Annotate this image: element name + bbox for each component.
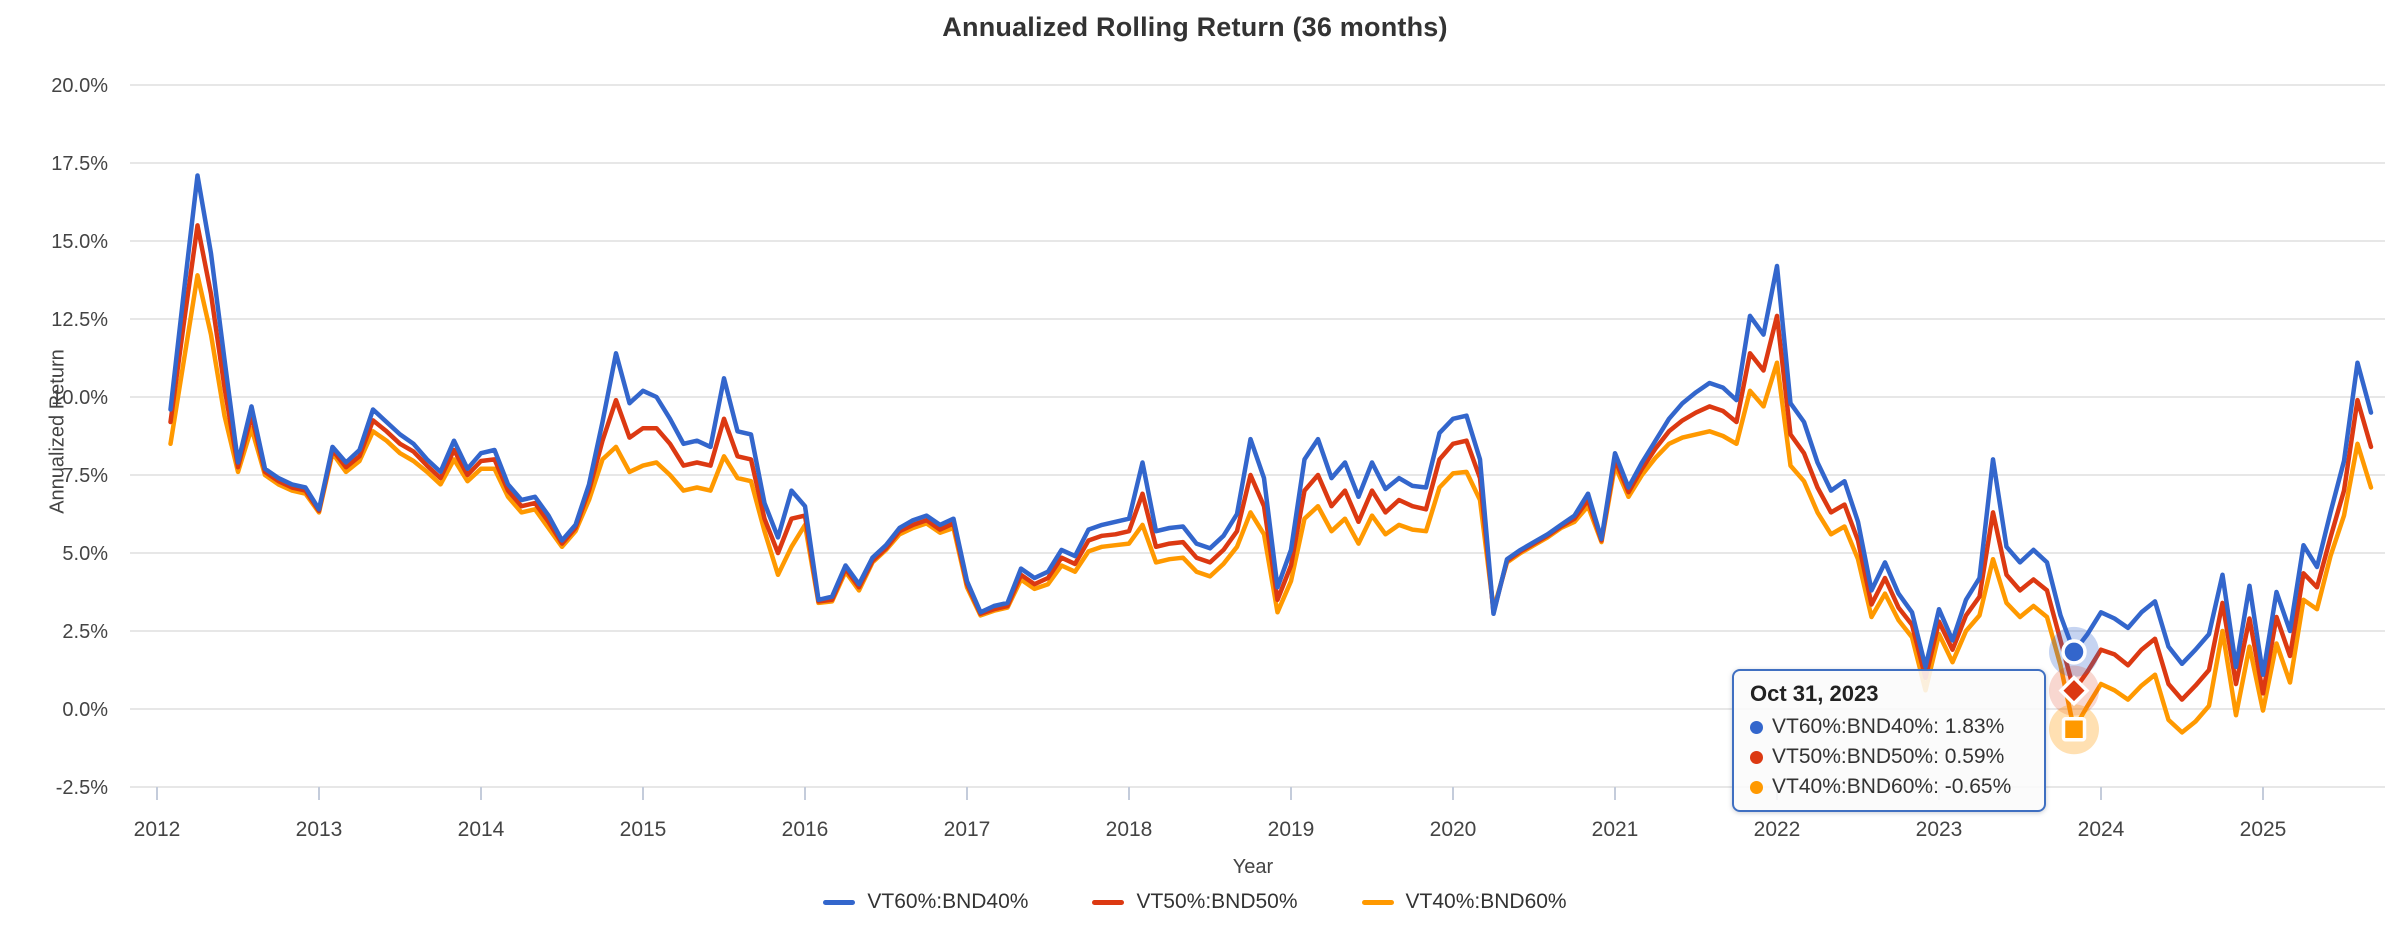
tooltip: Oct 31, 2023 VT60%:BND40%: 1.83% VT50%:B… bbox=[1732, 669, 2046, 813]
x-tick-label: 2015 bbox=[620, 818, 667, 841]
x-tick-label: 2021 bbox=[1592, 818, 1639, 841]
legend-line-swatch-icon bbox=[1092, 899, 1125, 905]
tooltip-row-text: VT60%:BND40%: 1.83% bbox=[1772, 715, 2005, 738]
tooltip-row: VT60%:BND40%: 1.83% bbox=[1750, 712, 2028, 742]
y-tick-label: 2.5% bbox=[62, 621, 108, 643]
legend-line-swatch-icon bbox=[1361, 899, 1394, 905]
series-line-vt60-bnd40[interactable] bbox=[168, 173, 2374, 677]
y-tick-label: 17.5% bbox=[51, 153, 108, 175]
series-bullet-icon bbox=[1750, 750, 1763, 764]
tooltip-row: VT40%:BND60%: -0.65% bbox=[1750, 772, 2028, 802]
tooltip-row: VT50%:BND50%: 0.59% bbox=[1750, 742, 2028, 772]
series-bullet-icon bbox=[1750, 720, 1763, 734]
legend-item-vt50-bnd50[interactable]: VT50%:BND50% bbox=[1092, 890, 1298, 914]
legend-item-vt60-bnd40[interactable]: VT60%:BND40% bbox=[823, 890, 1028, 914]
y-tick-label: 0.0% bbox=[62, 699, 108, 721]
x-tick-label: 2013 bbox=[296, 818, 343, 841]
y-tick-label: 5.0% bbox=[62, 543, 108, 565]
highlight-marker-diamond[interactable] bbox=[2058, 675, 2090, 707]
x-axis-title: Year bbox=[1232, 856, 1274, 878]
highlight-marker-square[interactable] bbox=[2061, 717, 2087, 742]
x-tick-label: 2024 bbox=[2078, 818, 2125, 841]
y-tick-label: 7.5% bbox=[62, 465, 108, 487]
y-tick-label: 10.0% bbox=[51, 387, 108, 409]
legend-item-label: VT60%:BND40% bbox=[867, 890, 1029, 913]
x-tick-label: 2012 bbox=[134, 818, 181, 841]
tooltip-row-text: VT50%:BND50%: 0.59% bbox=[1772, 745, 2005, 769]
x-tick-label: 2019 bbox=[1268, 818, 1315, 841]
y-tick-label: 20.0% bbox=[51, 75, 108, 97]
y-tick-label: 12.5% bbox=[51, 309, 108, 331]
x-tick-label: 2023 bbox=[1916, 818, 1963, 841]
x-tick-label: 2017 bbox=[944, 818, 991, 841]
x-tick-label: 2025 bbox=[2240, 818, 2287, 841]
tooltip-row-text: VT40%:BND60%: -0.65% bbox=[1772, 775, 2012, 799]
highlight-marker-circle[interactable] bbox=[2061, 639, 2087, 665]
y-tick-label: -2.5% bbox=[56, 777, 108, 799]
x-tick-label: 2014 bbox=[458, 818, 505, 841]
x-tick-label: 2020 bbox=[1430, 818, 1477, 841]
series-bullet-icon bbox=[1750, 780, 1763, 794]
x-tick-label: 2018 bbox=[1106, 818, 1153, 841]
x-tick-label: 2016 bbox=[782, 818, 829, 841]
legend-item-vt40-bnd60[interactable]: VT40%:BND60% bbox=[1361, 890, 1567, 914]
legend-item-label: VT40%:BND60% bbox=[1405, 890, 1567, 913]
legend: VT60%:BND40% VT50%:BND50% VT40%:BND60% bbox=[0, 890, 2390, 914]
series-line-vt40-bnd60[interactable] bbox=[168, 273, 2374, 735]
tooltip-date: Oct 31, 2023 bbox=[1750, 681, 1879, 706]
series-line-vt50-bnd50[interactable] bbox=[168, 223, 2374, 702]
legend-line-swatch-icon bbox=[823, 899, 856, 905]
chart-title: Annualized Rolling Return (36 months) bbox=[942, 12, 1448, 42]
y-tick-label: 15.0% bbox=[51, 231, 108, 253]
legend-item-label: VT50%:BND50% bbox=[1136, 890, 1298, 913]
x-tick-label: 2022 bbox=[1754, 818, 1801, 841]
